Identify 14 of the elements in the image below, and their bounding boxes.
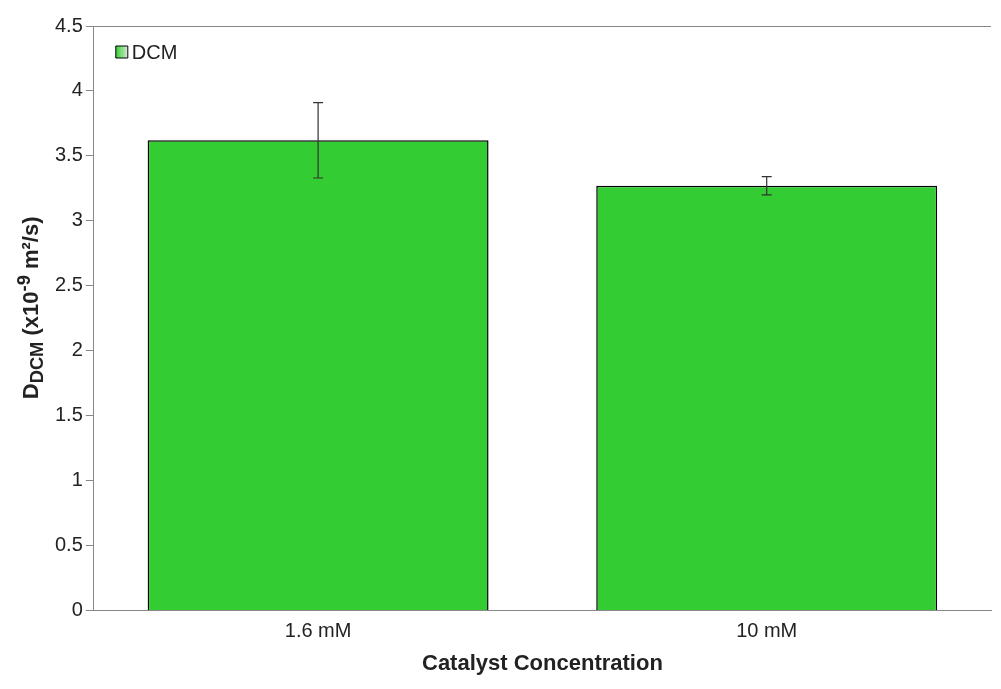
- y-tick-label: 3.5: [54, 143, 83, 166]
- y-tick-label: 4: [71, 78, 83, 101]
- y-tick-label: 1.5: [54, 403, 83, 426]
- x-tick-label: 10 mM: [736, 619, 798, 642]
- legend-label: DCM: [131, 40, 178, 63]
- y-tick-label: 2.5: [54, 273, 83, 296]
- y-tick-label: 0: [71, 598, 83, 621]
- y-tick-label: 3: [71, 208, 83, 231]
- x-tick-label: 1.6 mM: [284, 619, 352, 642]
- y-tick-label: 2: [71, 338, 83, 361]
- y-tick-label: 1: [71, 468, 83, 491]
- y-tick-label: 0.5: [54, 533, 83, 556]
- y-tick-label: 4.5: [54, 13, 83, 36]
- x-axis-title: Catalyst Concentration: [421, 649, 663, 675]
